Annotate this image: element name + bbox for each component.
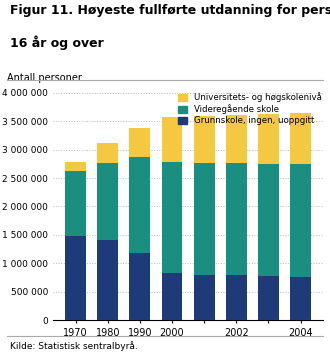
Bar — [65, 162, 86, 171]
Bar — [129, 253, 150, 320]
Bar — [162, 117, 182, 162]
Bar — [258, 164, 279, 276]
Bar — [194, 163, 214, 274]
Bar — [290, 164, 311, 277]
Legend: Universitets- og høgskolenivå, Videregående skole, Grunnskole, ingen, uoppgitt: Universitets- og høgskolenivå, Videregåe… — [179, 92, 322, 125]
Bar — [65, 236, 86, 320]
Bar — [97, 143, 118, 163]
Bar — [290, 277, 311, 320]
Bar — [97, 163, 118, 240]
Bar — [258, 276, 279, 320]
Text: Kilde: Statistisk sentralbyrå.: Kilde: Statistisk sentralbyrå. — [10, 341, 138, 351]
Bar — [97, 240, 118, 320]
Bar — [194, 116, 214, 163]
Text: Antall personer: Antall personer — [7, 73, 82, 83]
Bar — [129, 128, 150, 157]
Bar — [226, 276, 247, 320]
Bar — [65, 171, 86, 236]
Bar — [129, 157, 150, 253]
Bar — [162, 162, 182, 273]
Text: Figur 11. Høyeste fullførte utdanning for personer: Figur 11. Høyeste fullførte utdanning fo… — [10, 4, 330, 17]
Bar — [290, 112, 311, 164]
Bar — [194, 274, 214, 320]
Bar — [258, 114, 279, 164]
Bar — [162, 273, 182, 320]
Bar — [226, 163, 247, 276]
Bar — [226, 115, 247, 163]
Text: 16 år og over: 16 år og over — [10, 35, 104, 50]
